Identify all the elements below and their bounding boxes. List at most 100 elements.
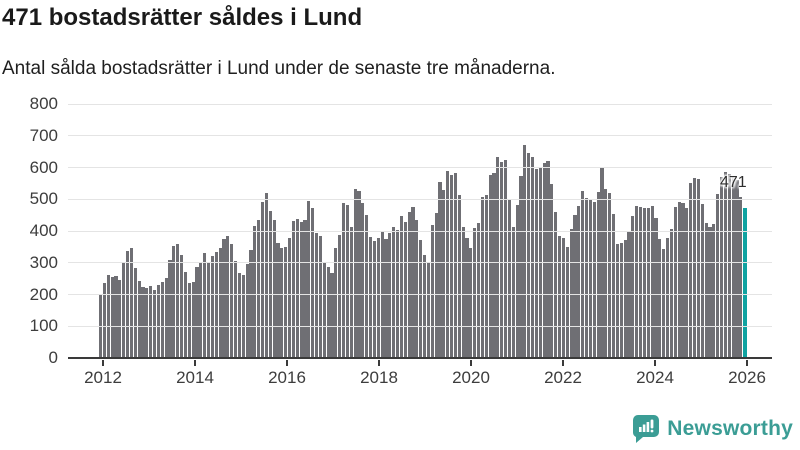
- x-axis-tick: [562, 360, 564, 366]
- bar: [615, 244, 619, 358]
- gridline: [68, 167, 772, 168]
- bar: [153, 290, 157, 358]
- bar: [716, 193, 720, 358]
- plot-area: 471 0 100 200 300 400 500 600 700 800 2012 2014 201…: [30, 94, 772, 387]
- brand-name: Newsworthy: [667, 417, 793, 440]
- bar: [126, 251, 130, 358]
- bar: [608, 193, 612, 358]
- bar: [214, 251, 218, 358]
- bar: [311, 208, 315, 358]
- y-axis-label: 400: [29, 221, 58, 240]
- bar: [735, 179, 739, 358]
- bar: [272, 219, 276, 358]
- gridline: [68, 135, 772, 137]
- x-axis-label: 2012: [84, 368, 122, 387]
- bar: [226, 236, 230, 358]
- bar: [492, 173, 496, 358]
- bar: [106, 274, 110, 358]
- bar: [129, 248, 133, 358]
- bar: [546, 160, 550, 358]
- logo-bar-2: [643, 424, 646, 432]
- bar: [295, 219, 299, 358]
- y-axis-label: 200: [29, 284, 58, 304]
- bar: [469, 248, 473, 358]
- bar: [137, 280, 141, 358]
- bar: [276, 242, 280, 358]
- x-axis-tick: [286, 360, 288, 366]
- bar: [654, 218, 658, 358]
- bar: [353, 189, 357, 358]
- bar: [542, 163, 546, 358]
- bar: [442, 190, 446, 358]
- bar: [569, 229, 573, 358]
- gridline: [68, 103, 772, 105]
- bar: [434, 212, 438, 358]
- bar: [326, 267, 330, 358]
- gridline: [68, 262, 772, 264]
- bar: [399, 216, 403, 358]
- bar: [496, 157, 500, 358]
- x-axis-tick: [102, 360, 104, 366]
- bar: [156, 284, 160, 358]
- bar: [677, 201, 681, 358]
- bar: [261, 201, 265, 358]
- bar: [141, 287, 145, 358]
- bar: [727, 173, 731, 358]
- bar: [515, 204, 519, 358]
- gridline: [68, 198, 772, 200]
- bar: [349, 226, 353, 358]
- bar: [700, 204, 704, 358]
- bar: [731, 176, 735, 358]
- bar: [392, 227, 396, 358]
- bar: [662, 249, 666, 358]
- y-axis-label: 800: [29, 94, 58, 113]
- bar: [183, 271, 187, 358]
- bar: [237, 273, 241, 358]
- bar: [307, 200, 311, 358]
- bar: [453, 172, 457, 358]
- bar: [411, 206, 415, 358]
- y-axis-label: 700: [29, 125, 58, 145]
- bar: [696, 179, 700, 358]
- bar: [631, 216, 635, 358]
- bar: [473, 228, 477, 358]
- x-axis-label: 2022: [544, 368, 582, 387]
- y-axis-label: 600: [29, 157, 58, 177]
- bar: [145, 288, 149, 358]
- x-axis-label: 2014: [176, 368, 214, 387]
- bar: [253, 225, 257, 358]
- bar: [180, 254, 184, 358]
- bars-container: [99, 104, 747, 358]
- bar: [550, 184, 554, 358]
- x-axis-tick: [746, 360, 748, 366]
- bar: [573, 215, 577, 358]
- bar: [484, 195, 488, 358]
- gridline: [68, 230, 772, 232]
- bar: [723, 171, 727, 358]
- bar: [338, 235, 342, 358]
- bar: [588, 199, 592, 358]
- bar: [133, 268, 137, 358]
- bar: [268, 210, 272, 358]
- bar: [322, 262, 326, 358]
- bar: [407, 211, 411, 358]
- bar: [504, 159, 508, 358]
- bar: [284, 246, 288, 358]
- bar: [623, 239, 627, 358]
- bar: [365, 215, 369, 358]
- bar: [577, 205, 581, 358]
- bar: [585, 198, 589, 358]
- bar: [376, 238, 380, 358]
- bar: [642, 208, 646, 358]
- x-axis-label: 2018: [360, 368, 398, 387]
- bar: [500, 161, 504, 358]
- bar: [299, 221, 303, 358]
- bar: [477, 222, 481, 358]
- bar: [446, 170, 450, 358]
- bar: [230, 244, 234, 358]
- bar: [704, 222, 708, 358]
- y-axis-label: 100: [29, 316, 58, 336]
- bar: [191, 281, 195, 358]
- gridline: [68, 325, 772, 327]
- x-axis-line: [68, 357, 772, 359]
